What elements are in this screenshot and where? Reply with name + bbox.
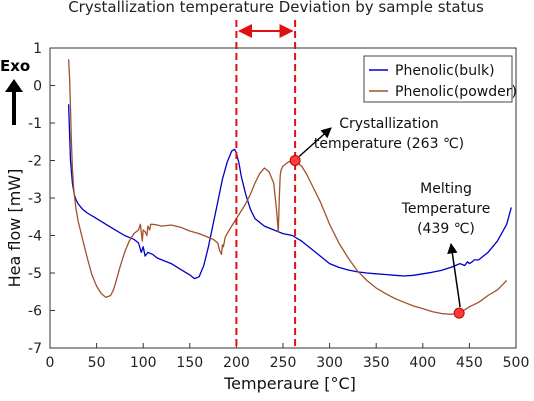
x-tick-label: 50 [88,355,106,371]
y-tick-label: -2 [28,154,42,170]
crystallization-point [289,155,301,166]
y-tick-label: 1 [33,41,42,57]
y-tick-label: -3 [28,191,42,207]
x-tick-label: 100 [130,355,157,371]
exo-up-arrow-icon [5,79,23,125]
axis-ticks: 0 50 100 150 200 250 300 350 400 450 500 1 0 -1 -2 -3 -4… [28,41,529,371]
y-tick-label: -1 [28,116,42,132]
x-axis-label: Temperaure [°C] [223,374,356,393]
crystallization-annotation: temperature (263 ℃) [314,136,464,152]
crystallization-annotation: Crystallization [339,116,439,132]
y-tick-label: -7 [28,341,42,357]
y-tick-label: -4 [28,229,42,245]
melting-annotation: Melting [420,181,472,197]
series-layer [67,59,512,315]
x-tick-label: 400 [409,355,436,371]
y-tick-label: -6 [28,304,42,320]
overlay-layer: Crystallization temperature (263 ℃) Meltin… [235,20,491,348]
exo-label: Exo [0,57,30,75]
x-tick-label: 350 [363,355,390,371]
x-tick-label: 0 [46,355,55,371]
x-tick-label: 450 [456,355,483,371]
x-tick-label: 200 [223,355,250,371]
series-line-bulk [67,104,512,280]
melting-annotation: Temperature [401,201,491,217]
series-line-powder [67,59,508,315]
x-tick-label: 250 [270,355,297,371]
legend: Phenolic(bulk) Phenolic(powder) [363,55,517,103]
y-tick-label: 0 [33,79,42,95]
melting-arrow-icon [447,242,461,308]
y-axis-label: Hea flow [mW] [5,169,24,288]
x-tick-label: 500 [503,355,530,371]
x-tick-label: 300 [316,355,343,371]
chart-title: Crystallization temperature Deviation by… [68,0,484,16]
legend-label-bulk: Phenolic(bulk) [395,63,495,79]
melting-point [453,307,465,319]
melting-annotation: (439 ℃) [417,221,475,237]
legend-label-powder: Phenolic(powder) [395,84,517,100]
y-tick-label: -5 [28,266,42,282]
legend-box [363,55,513,103]
crystallization-arrow-icon [298,127,332,158]
x-tick-label: 150 [176,355,203,371]
